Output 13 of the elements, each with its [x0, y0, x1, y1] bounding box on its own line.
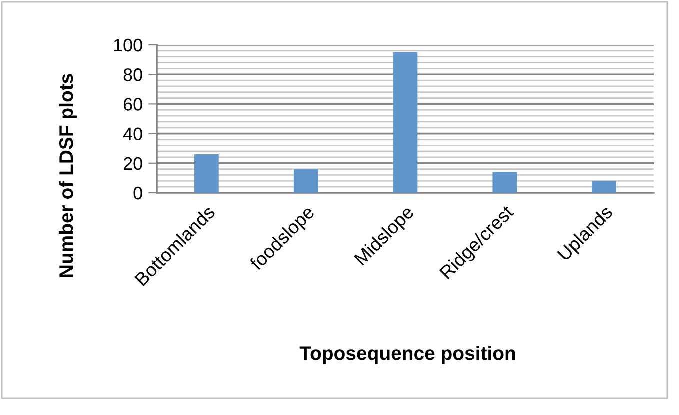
- y-tick-label: 0: [134, 186, 142, 200]
- y-tick-label: 40: [123, 128, 142, 141]
- y-tick-label: 20: [124, 157, 142, 170]
- y-axis-title: Number of LDSF plots: [58, 74, 78, 278]
- x-axis-title: Toposequence position: [300, 346, 516, 364]
- bar: [194, 154, 219, 193]
- y-tick-label: 60: [124, 98, 142, 111]
- bar: [492, 172, 518, 193]
- y-tick-label: 80: [124, 68, 142, 82]
- bar: [294, 169, 318, 193]
- bar: [592, 181, 616, 193]
- y-tick-label: 100: [114, 38, 142, 52]
- bar: [393, 52, 418, 193]
